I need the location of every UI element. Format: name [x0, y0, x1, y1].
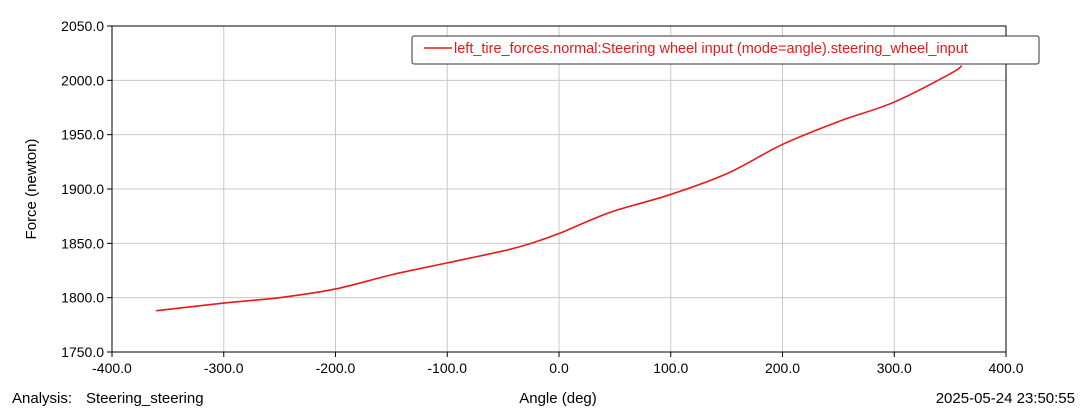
x-tick-label: -100.0	[427, 360, 467, 376]
x-tick-label: 300.0	[877, 360, 912, 376]
timestamp: 2025-05-24 23:50:55	[936, 390, 1075, 407]
series-line	[155, 65, 963, 312]
y-tick-label: 2050.0	[61, 18, 104, 34]
legend-label: left_tire_forces.normal:Steering wheel i…	[454, 41, 968, 57]
y-tick-label: 1800.0	[61, 290, 104, 306]
y-tick-label: 1750.0	[61, 344, 104, 360]
x-tick-label: 100.0	[653, 360, 688, 376]
series-layer	[155, 65, 963, 312]
y-tick-label: 1900.0	[61, 181, 104, 197]
legend-box	[411, 35, 1040, 65]
analysis-label: Analysis:	[12, 390, 72, 407]
x-tick-label: 200.0	[765, 360, 800, 376]
y-axis: 1750.0 1800.0 1850.0 1900.0 1950.0 2000.0 2050…	[61, 18, 112, 360]
y-tick-label: 2000.0	[61, 72, 104, 88]
x-tick-label: 400.0	[988, 360, 1023, 376]
x-tick-label: -200.0	[316, 360, 356, 376]
x-axis: -400.0 -300.0 -200.0 -100.0 0.0 100.0 200.0 300…	[92, 352, 1024, 376]
y-axis-title: Force (newton)	[23, 139, 40, 240]
y-tick-label: 1850.0	[61, 235, 104, 251]
grid	[112, 26, 1006, 352]
x-tick-label: -300.0	[204, 360, 244, 376]
legend: left_tire_forces.normal:Steering wheel i…	[411, 35, 1040, 65]
analysis-name: Steering_steering	[86, 390, 204, 407]
x-axis-title: Angle (deg)	[519, 390, 597, 407]
x-tick-label: -400.0	[92, 360, 132, 376]
y-tick-label: 1950.0	[61, 127, 104, 143]
x-tick-label: 0.0	[549, 360, 569, 376]
